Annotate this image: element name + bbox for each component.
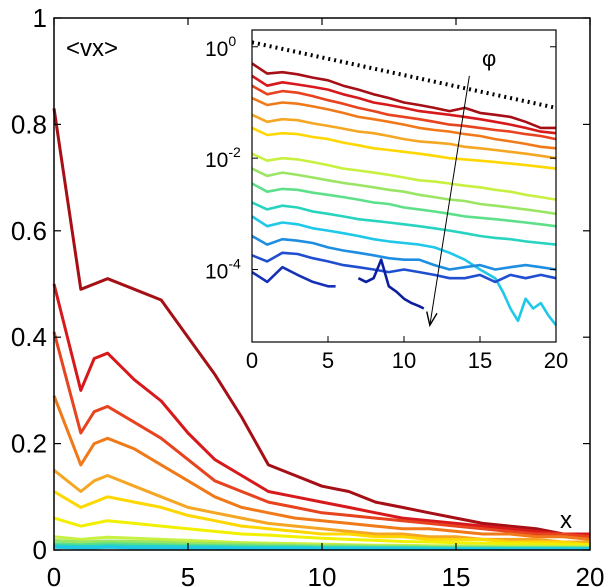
inset-series-line-3 bbox=[251, 84, 557, 141]
inset-x-tick-label: 15 bbox=[468, 348, 492, 373]
main-series-line-6 bbox=[53, 490, 591, 547]
main-series-line-2 bbox=[52, 283, 590, 536]
main-series-line-1 bbox=[52, 108, 590, 536]
inset-series-line-5 bbox=[251, 113, 557, 160]
inset-arrow bbox=[426, 75, 470, 328]
inset-background bbox=[252, 30, 556, 342]
main-series-line-7 bbox=[53, 516, 590, 547]
inset-series-line-6 bbox=[251, 126, 557, 170]
main-x-tick-label: 20 bbox=[576, 562, 605, 587]
inset-x-tick-label: 0 bbox=[246, 348, 258, 373]
main-y-axis-label: <vx> bbox=[66, 35, 118, 62]
inset-series-line-8 bbox=[251, 167, 557, 216]
inset-series-line-9 bbox=[251, 182, 557, 228]
main-x-tick-label: 10 bbox=[308, 562, 337, 587]
inset-series-line-14 bbox=[251, 265, 336, 288]
main-y-ticks: 0 0.2 0.4 0.6 0.8 1 bbox=[11, 3, 590, 565]
inset-series-line-11 bbox=[251, 215, 558, 326]
inset-y-tick-label: 10-2 bbox=[205, 144, 241, 172]
inset-series-line-7 bbox=[251, 152, 557, 201]
arrow-shaft bbox=[429, 75, 470, 326]
inset-series-line-2 bbox=[251, 74, 557, 135]
main-x-tick-label: 15 bbox=[442, 562, 471, 587]
inset-series-line-15 bbox=[357, 258, 425, 310]
main-series-line-3 bbox=[52, 331, 591, 539]
arrow-head bbox=[426, 311, 438, 328]
main-y-axis-label-text: <vx> bbox=[66, 35, 118, 62]
main-y-tick-label: 0 bbox=[33, 535, 47, 565]
inset-reference-line bbox=[251, 40, 557, 110]
inset-y-tick-label: 10-4 bbox=[205, 256, 241, 284]
inset-y-tick-label: 100 bbox=[205, 33, 236, 61]
inset-phi-label: φ bbox=[482, 46, 496, 71]
main-x-tick-label: 0 bbox=[47, 562, 61, 587]
inset-series-line-12 bbox=[251, 234, 557, 271]
main-y-tick-label: 0.4 bbox=[11, 322, 47, 352]
inset-y-ticks: 100 10-2 10-4 bbox=[205, 33, 556, 284]
main-x-ticks: 0 5 10 15 20 bbox=[47, 18, 605, 587]
main-y-tick-label: 0.8 bbox=[11, 109, 47, 139]
main-x-axis-label: x bbox=[560, 507, 572, 534]
inset-x-tick-label: 10 bbox=[392, 348, 416, 373]
main-chart: 0 5 10 15 20 0 0.2 0.4 0.6 0.8 1 <vx> x bbox=[11, 3, 605, 587]
main-series-group bbox=[52, 108, 591, 551]
main-y-tick-label: 1 bbox=[33, 3, 47, 33]
main-y-tick-label: 0.6 bbox=[11, 216, 47, 246]
main-series-line-12 bbox=[53, 545, 590, 551]
main-y-tick-label: 0.2 bbox=[11, 429, 47, 459]
main-series-line-4 bbox=[52, 395, 591, 541]
inset-x-tick-label: 5 bbox=[322, 348, 334, 373]
inset-chart: φ 0 5 10 15 20 100 10-2 10-4 bbox=[205, 29, 568, 373]
inset-series-line-10 bbox=[251, 201, 557, 246]
inset-x-ticks: 0 5 10 15 20 bbox=[246, 336, 568, 373]
inset-series-line-4 bbox=[251, 96, 557, 150]
inset-series-group bbox=[251, 62, 558, 326]
inset-series-line-13 bbox=[251, 251, 557, 284]
inset-series-line-1 bbox=[251, 62, 556, 130]
main-x-tick-label: 5 bbox=[181, 562, 195, 587]
inset-x-tick-label: 20 bbox=[544, 348, 568, 373]
